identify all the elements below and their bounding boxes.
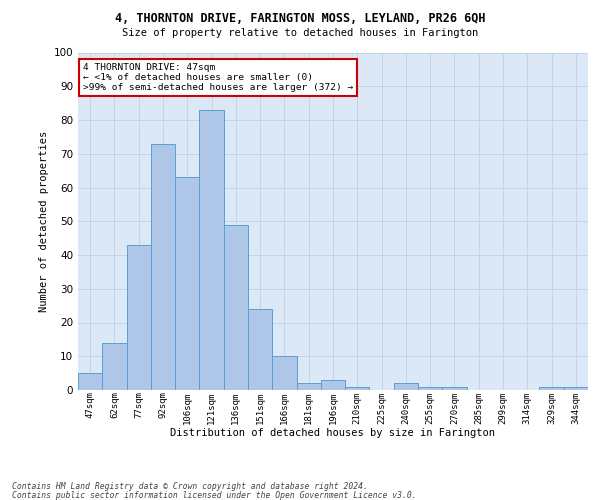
- Text: Contains public sector information licensed under the Open Government Licence v3: Contains public sector information licen…: [12, 490, 416, 500]
- Bar: [321, 380, 345, 390]
- Bar: [224, 224, 248, 390]
- Bar: [394, 383, 418, 390]
- Bar: [199, 110, 224, 390]
- X-axis label: Distribution of detached houses by size in Farington: Distribution of detached houses by size …: [170, 428, 496, 438]
- Bar: [539, 386, 564, 390]
- Bar: [345, 386, 370, 390]
- Bar: [296, 383, 321, 390]
- Bar: [564, 386, 588, 390]
- Bar: [248, 309, 272, 390]
- Bar: [418, 386, 442, 390]
- Bar: [272, 356, 296, 390]
- Y-axis label: Number of detached properties: Number of detached properties: [40, 130, 49, 312]
- Bar: [102, 343, 127, 390]
- Bar: [175, 178, 199, 390]
- Bar: [127, 245, 151, 390]
- Bar: [442, 386, 467, 390]
- Text: 4, THORNTON DRIVE, FARINGTON MOSS, LEYLAND, PR26 6QH: 4, THORNTON DRIVE, FARINGTON MOSS, LEYLA…: [115, 12, 485, 26]
- Bar: [78, 373, 102, 390]
- Text: Contains HM Land Registry data © Crown copyright and database right 2024.: Contains HM Land Registry data © Crown c…: [12, 482, 368, 491]
- Bar: [151, 144, 175, 390]
- Text: Size of property relative to detached houses in Farington: Size of property relative to detached ho…: [122, 28, 478, 38]
- Text: 4 THORNTON DRIVE: 47sqm
← <1% of detached houses are smaller (0)
>99% of semi-de: 4 THORNTON DRIVE: 47sqm ← <1% of detache…: [83, 62, 353, 92]
